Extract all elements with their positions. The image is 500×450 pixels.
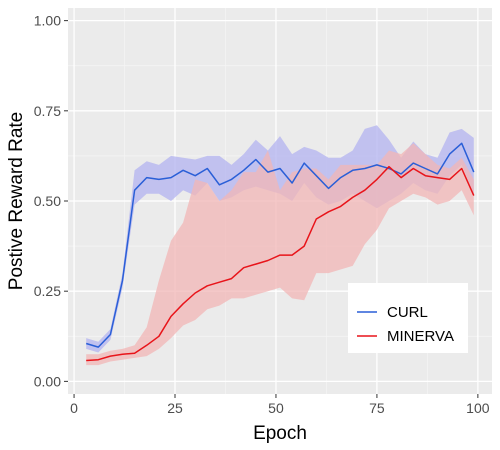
band-minerva [86,143,474,366]
confidence-bands [86,125,474,366]
x-tick-label: 0 [70,400,78,416]
axes: 0 25 50 75 100 0.00 0.25 0.50 0.75 1.00 [34,13,490,416]
y-tick-label: 0.00 [34,373,61,389]
y-axis-title: Postive Reward Rate [6,112,27,290]
x-axis-title: Epoch [253,423,307,444]
x-tick-label: 25 [167,400,183,416]
legend-box [348,283,468,353]
x-tick-label: 75 [369,400,385,416]
line-curl [85,142,475,348]
x-tick-label: 100 [466,400,490,416]
legend: CURL MINERVA [348,283,468,353]
y-tick-label: 1.00 [34,13,61,29]
x-tick-label: 50 [268,400,284,416]
y-tick-label: 0.50 [34,193,61,209]
legend-label-minerva: MINERVA [387,328,454,345]
line-minerva [86,165,475,362]
series-lines [85,142,475,362]
y-tick-label: 0.25 [34,283,61,299]
legend-label-curl: CURL [387,304,428,321]
plot-panel [68,8,492,394]
y-tick-label: 0.75 [34,103,61,119]
